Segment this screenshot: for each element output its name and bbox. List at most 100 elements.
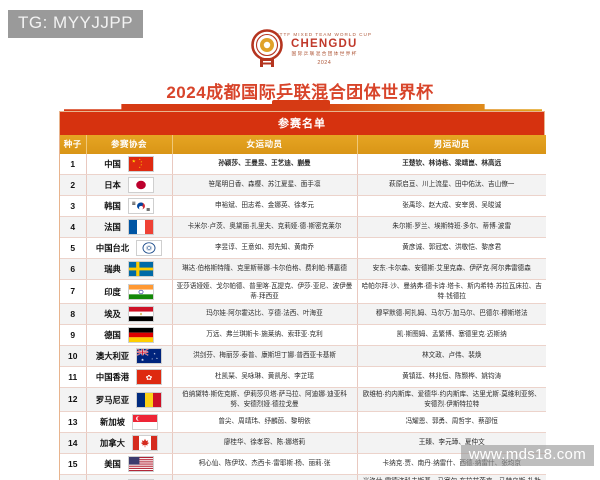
cell-women-athletes: 亚莎语娅娅、戈尔帕德、普里喀·瓦提克、伊莎·亚尼、波伊曼蒂·拜西亚 bbox=[172, 279, 358, 305]
cell-seed: 10 bbox=[60, 345, 87, 368]
association-name: 韩国 bbox=[104, 200, 121, 211]
association-name: 美国 bbox=[104, 459, 121, 470]
table-row: 13 新加坡 曾尖、周靖玮、纾麟茵、黎明依 冯耀恩、郭勇、周哲宇、蔡邵恒 bbox=[60, 411, 546, 434]
association-inner: 新加坡 bbox=[87, 412, 172, 432]
association-inner: 美国 bbox=[87, 454, 172, 474]
flag-icon-tw bbox=[136, 240, 163, 256]
association-name: 印度 bbox=[104, 286, 121, 297]
cell-seed: 12 bbox=[60, 387, 87, 413]
svg-text:★: ★ bbox=[153, 353, 156, 356]
cell-men-athletes: 林文政、卢伟、裴焕 bbox=[357, 345, 546, 368]
banner-title: 2024成都国际乒联混合团体世界杯 bbox=[166, 83, 434, 102]
cell-seed: 13 bbox=[60, 411, 87, 434]
cell-association: 中国香港 ✿ bbox=[86, 366, 173, 389]
cell-seed: 2 bbox=[60, 174, 87, 196]
association-inner: 法国 bbox=[87, 217, 172, 237]
association-name: 罗马尼亚 bbox=[95, 394, 130, 405]
table-row: 7 印度 亚莎语娅娅、戈尔帕德、普里喀·瓦提克、伊莎·亚尼、波伊曼蒂·拜西亚 哈帕尔拜… bbox=[60, 279, 546, 305]
association-inner: 加拿大 bbox=[87, 433, 172, 453]
association-name: 中国香港 bbox=[95, 372, 130, 383]
cell-association: 日本 bbox=[86, 174, 173, 196]
table-head: 种子 参赛协会 女运动员 男运动员 bbox=[60, 135, 546, 154]
cell-men-athletes: 哈帕尔拜·沙、曼纳弗·德卡诗·塔卡、斯内希特·苏拉瓦床拉、吉特·钱德拉 bbox=[357, 279, 546, 305]
cell-seed: 14 bbox=[60, 432, 87, 455]
cell-association: 罗马尼亚 bbox=[86, 387, 173, 413]
cell-men-athletes: 凯·斯图姆、孟繁博、塞德里克·迈斯纳 bbox=[357, 324, 546, 347]
cell-association: 加拿大 bbox=[86, 432, 173, 455]
svg-text:★: ★ bbox=[138, 166, 140, 169]
association-name: 加拿大 bbox=[100, 438, 125, 449]
flag-icon-in bbox=[127, 283, 154, 300]
svg-text:★: ★ bbox=[156, 357, 158, 360]
flag-icon-us bbox=[127, 456, 154, 473]
cell-association: 中国台北 bbox=[86, 237, 173, 259]
cell-association: 新加坡 bbox=[86, 411, 173, 434]
cell-women-athletes: 杜凯琹、吴咏琳、黄凯彤、李芷瑶 bbox=[172, 366, 358, 389]
cell-women-athletes: 娜塔莉亚·巴约、娜塔莉亚·博目诺维奇、卡塔齐娜·韦格申 bbox=[172, 474, 358, 480]
cell-women-athletes: 李昱谆、王意如、郑先知、黄南乔 bbox=[172, 237, 358, 259]
cell-association: 印度 bbox=[86, 279, 173, 305]
flag-icon-de bbox=[127, 327, 154, 344]
association-inner: 瑞典 bbox=[87, 259, 172, 279]
cell-association: 波兰 bbox=[86, 474, 173, 480]
association-name: 中国 bbox=[104, 158, 121, 169]
logo-main-text: CHENGDU bbox=[291, 37, 358, 50]
cell-women-athletes: 曾尖、周靖玮、纾麟茵、黎明依 bbox=[172, 411, 358, 434]
svg-text:★: ★ bbox=[140, 161, 142, 164]
entry-list-table: 种子 参赛协会 女运动员 男运动员 1 中国 ★ ★ ★ ★ ★ 孙颖莎、王曼昱、王艺迪、蒯曼… bbox=[60, 135, 546, 480]
ribbon-notch-decoration bbox=[272, 100, 330, 110]
cell-association: 澳大利亚 ★ ★ ★ ★ bbox=[86, 345, 173, 368]
association-name: 新加坡 bbox=[100, 417, 125, 428]
flag-icon-eg bbox=[127, 306, 154, 323]
table-row: 8 埃及 玛尔娃·阿尔霍达比、亨德·法西、叶海亚 穆罕默德·阿扎姆、马尔万·加马尔、巴… bbox=[60, 303, 546, 326]
cell-seed: 3 bbox=[60, 195, 87, 217]
flag-icon-jp bbox=[127, 177, 154, 193]
table-row: 11 中国香港 ✿ 杜凯琹、吴咏琳、黄凯彤、李芷瑶 黄镇廷、林兆恒、陈颢桦、姚钧涛 bbox=[60, 366, 546, 389]
flag-icon-hk: ✿ bbox=[136, 369, 163, 386]
table-row: 9 德国 万远、弗兰琪斯卡·施莱纳、索菲亚·克利 凯·斯图姆、孟繁博、塞德里克·迈斯纳 bbox=[60, 324, 546, 347]
association-inner: 埃及 bbox=[87, 304, 172, 324]
association-name: 瑞典 bbox=[104, 263, 121, 274]
table-header-row: 种子 参赛协会 女运动员 男运动员 bbox=[60, 135, 546, 154]
cell-association: 美国 bbox=[86, 453, 173, 476]
table-row: 5 中国台北 李昱谆、王意如、郑先知、黄南乔 黄彦诚、郭冠宏、洪敬恺、黎彦君 bbox=[60, 237, 546, 259]
table-row: 1 中国 ★ ★ ★ ★ ★ 孙颖莎、王曼昱、王艺迪、蒯曼 王楚钦、林诗栋、梁靖崑、林高远 bbox=[60, 154, 546, 175]
cell-men-athletes: 萩原启亘、川上流星、田中佑汰、吉山僚一 bbox=[357, 174, 546, 196]
event-logo: ITTF MIXED TEAM WORLD CUP CHENGDU 国际乒联混合… bbox=[248, 28, 371, 72]
cell-women-athletes: 伯纳黛特·斯佐克斯、伊莉莎贝塔·萨马拉、阿迪娜·迪亚科努、安德烈娅·德拉戈曼 bbox=[172, 387, 358, 413]
column-header-assoc: 参赛协会 bbox=[86, 135, 173, 154]
cell-women-athletes: 玛尔娃·阿尔霍达比、亨德·法西、叶海亚 bbox=[172, 303, 358, 326]
site-watermark: www.mds18.com bbox=[460, 445, 594, 466]
table-row: 2 日本 笹尾明日香、森樱、苏江夏星、面手凛 萩原启亘、川上流星、田中佑汰、吉山僚一 bbox=[60, 174, 546, 196]
column-header-men: 男运动员 bbox=[357, 135, 546, 154]
flag-icon-ca bbox=[131, 435, 158, 452]
table-row: 16波兰娜塔莉亚·巴约、娜塔莉亚·博目诺维奇、卡塔齐娜·韦格申米洛什·雷德济科夫… bbox=[60, 474, 546, 480]
svg-text:★: ★ bbox=[151, 358, 153, 361]
cell-association: 法国 bbox=[86, 216, 173, 238]
association-name: 澳大利亚 bbox=[95, 351, 130, 362]
cell-men-athletes: 张禹珍、赵大成、安宰贤、吴晙诚 bbox=[357, 195, 546, 217]
cell-men-athletes: 安东·卡尔森、安德斯·艾里克森、伊萨克·阿尔弗雷德森 bbox=[357, 258, 546, 280]
cell-seed: 16 bbox=[60, 474, 87, 480]
entry-list-title: 参赛名单 bbox=[60, 112, 544, 135]
cell-women-athletes: 柯心仙、陈伊玟、杰西卡·雷耶斯·杨、丽莉·张 bbox=[172, 453, 358, 476]
cell-women-athletes: 孙颖莎、王曼昱、王艺迪、蒯曼 bbox=[172, 154, 358, 175]
cell-seed: 11 bbox=[60, 366, 87, 389]
cell-seed: 4 bbox=[60, 216, 87, 238]
table-row: 3 韩国 申裕斌、田志希、金娜英、徐孝元 张禹珍、赵大成、安宰贤、吴晙诚 bbox=[60, 195, 546, 217]
association-inner: 印度 bbox=[87, 282, 172, 302]
cell-seed: 9 bbox=[60, 324, 87, 347]
association-inner: 澳大利亚 ★ ★ ★ ★ bbox=[87, 346, 172, 366]
association-name: 德国 bbox=[104, 330, 121, 341]
cell-association: 埃及 bbox=[86, 303, 173, 326]
cell-association: 瑞典 bbox=[86, 258, 173, 280]
association-inner: 中国台北 bbox=[87, 238, 172, 258]
cell-association: 中国 ★ ★ ★ ★ ★ bbox=[86, 154, 173, 175]
association-name: 中国台北 bbox=[95, 242, 130, 253]
table-row: 4 法国 卡米尔·卢茨、奥黛丽·扎里夫、克莉娅·德·斯密克莱尔 朱尔斯·罗兰、埃斯特班… bbox=[60, 216, 546, 238]
logo-sub-line: 国际乒联混合团体世界杯 bbox=[291, 51, 358, 57]
cell-seed: 7 bbox=[60, 279, 87, 305]
table-row: 15 美国 柯心仙、陈伊玟、杰西卡·雷耶斯·杨、丽莉·张 卡纳克·贾、南丹·纳雷什、西… bbox=[60, 453, 546, 476]
flag-icon-se bbox=[127, 261, 154, 277]
